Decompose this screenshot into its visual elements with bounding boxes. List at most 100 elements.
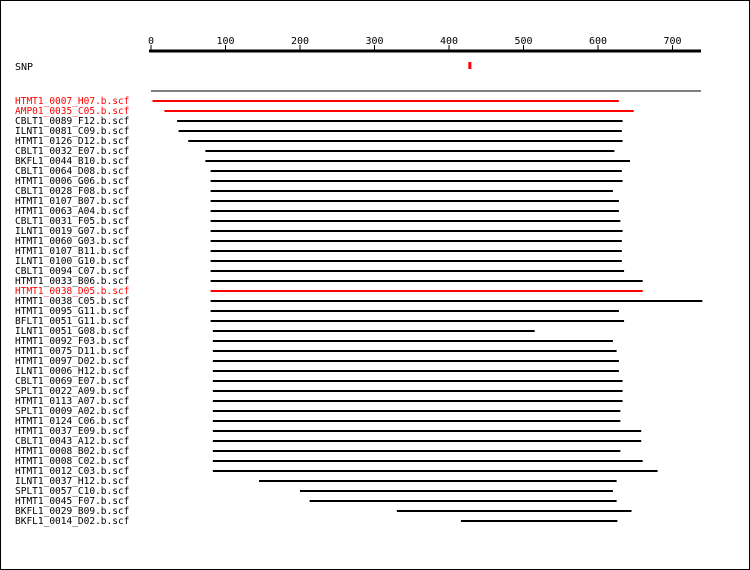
read-row: HTMT1_0008_C02.b.scf <box>15 456 643 467</box>
read-row: CBLT1_0032_E07.b.scf <box>15 146 615 157</box>
read-name[interactable]: SPLT1_0022_A09.b.scf <box>15 386 129 397</box>
read-name[interactable]: HTMT1_0006_G06.b.scf <box>15 176 129 187</box>
read-row: HTMT1_0008_B02.b.scf <box>15 446 621 457</box>
read-name[interactable]: CBLT1_0089_F12.b.scf <box>15 116 129 127</box>
read-row: HTMT1_0107_B07.b.scf <box>15 196 619 207</box>
read-row: SPLT1_0009_A02.b.scf <box>15 406 621 417</box>
read-name[interactable]: SPLT1_0009_A02.b.scf <box>15 406 129 417</box>
read-row: ILNT1_0037_H12.b.scf <box>15 476 617 487</box>
read-row: HTMT1_0124_C06.b.scf <box>15 416 621 427</box>
read-row: HTMT1_0097_D02.b.scf <box>15 356 619 367</box>
read-row: CBLT1_0094_C07.b.scf <box>15 266 625 277</box>
snp-marker <box>468 62 472 69</box>
read-name[interactable]: HTMT1_0107_B07.b.scf <box>15 196 129 207</box>
read-name[interactable]: HTMT1_0075_D11.b.scf <box>15 346 129 357</box>
read-name[interactable]: ILNT1_0100_G10.b.scf <box>15 256 129 267</box>
read-name[interactable]: HTMT1_0033_B06.b.scf <box>15 276 129 287</box>
read-name[interactable]: HTMT1_0095_G11.b.scf <box>15 306 129 317</box>
read-name[interactable]: HTMT1_0097_D02.b.scf <box>15 356 129 367</box>
read-row: HTMT1_0012_C03.b.scf <box>15 466 658 477</box>
read-name[interactable]: CBLT1_0094_C07.b.scf <box>15 266 129 277</box>
read-row: ILNT1_0006_H12.b.scf <box>15 366 619 377</box>
read-row: ILNT1_0100_G10.b.scf <box>15 256 622 267</box>
read-name[interactable]: HTMT1_0126_D12.b.scf <box>15 136 129 147</box>
read-name[interactable]: HTMT1_0008_B02.b.scf <box>15 446 129 457</box>
read-name[interactable]: AMP01_0035_C05.b.scf <box>15 106 129 117</box>
read-name[interactable]: HTMT1_0038_C05.b.scf <box>15 296 129 307</box>
axis-tick-label: 300 <box>365 36 383 47</box>
read-name[interactable]: HTMT1_0113_A07.b.scf <box>15 396 129 407</box>
read-row: BKFL1_0014_D02.b.scf <box>15 516 618 527</box>
read-name[interactable]: BKFL1_0044_B10.b.scf <box>15 156 129 167</box>
read-row: HTMT1_0075_D11.b.scf <box>15 346 617 357</box>
read-name[interactable]: ILNT1_0037_H12.b.scf <box>15 476 129 487</box>
read-name[interactable]: HTMT1_0124_C06.b.scf <box>15 416 129 427</box>
read-row: CBLT1_0043_A12.b.scf <box>15 436 642 447</box>
read-name[interactable]: BKFL1_0029_B09.b.scf <box>15 506 129 517</box>
read-name[interactable]: CBLT1_0069_E07.b.scf <box>15 376 129 387</box>
read-row: HTMT1_0007_H07.b.scf <box>15 96 619 107</box>
axis-ticks: 0 100 200 300 400 500 600 700 <box>148 36 682 51</box>
read-name[interactable]: CBLT1_0032_E07.b.scf <box>15 146 129 157</box>
read-name[interactable]: CBLT1_0043_A12.b.scf <box>15 436 129 447</box>
read-name[interactable]: BFLT1_0051_G11.b.scf <box>15 316 129 327</box>
read-row: HTMT1_0045_F07.b.scf <box>15 496 617 507</box>
read-row: BFLT1_0051_G11.b.scf <box>15 316 625 327</box>
axis-tick-label: 0 <box>148 36 154 47</box>
read-row: HTMT1_0113_A07.b.scf <box>15 396 623 407</box>
read-name[interactable]: ILNT1_0081_C09.b.scf <box>15 126 129 137</box>
read-row: HTMT1_0107_B11.b.scf <box>15 246 622 257</box>
read-row: BKFL1_0029_B09.b.scf <box>15 506 632 517</box>
axis-tick-label: 100 <box>216 36 234 47</box>
read-row: SPLT1_0022_A09.b.scf <box>15 386 623 397</box>
read-row: HTMT1_0126_D12.b.scf <box>15 136 623 147</box>
read-name[interactable]: HTMT1_0060_G03.b.scf <box>15 236 129 247</box>
read-name[interactable]: HTMT1_0107_B11.b.scf <box>15 246 129 257</box>
read-name[interactable]: HTMT1_0045_F07.b.scf <box>15 496 129 507</box>
axis-tick-label: 400 <box>440 36 458 47</box>
read-row: HTMT1_0092_F03.b.scf <box>15 336 613 347</box>
read-row: ILNT1_0081_C09.b.scf <box>15 126 622 137</box>
read-row: CBLT1_0089_F12.b.scf <box>15 116 623 127</box>
read-row: HTMT1_0095_G11.b.scf <box>15 306 619 317</box>
read-row: BKFL1_0044_B10.b.scf <box>15 156 631 167</box>
axis-tick-label: 200 <box>291 36 309 47</box>
read-row: HTMT1_0033_B06.b.scf <box>15 276 643 287</box>
read-name[interactable]: HTMT1_0012_C03.b.scf <box>15 466 129 477</box>
read-row: CBLT1_0031_F05.b.scf <box>15 216 621 227</box>
read-name[interactable]: HTMT1_0008_C02.b.scf <box>15 456 129 467</box>
axis-tick-label: 700 <box>663 36 681 47</box>
read-name[interactable]: HTMT1_0038_D05.b.scf <box>15 286 129 297</box>
read-row: HTMT1_0038_C05.b.scf <box>15 296 703 307</box>
read-list: HTMT1_0007_H07.b.scfAMP01_0035_C05.b.scf… <box>15 96 703 527</box>
read-row: HTMT1_0060_G03.b.scf <box>15 236 622 247</box>
read-row: CBLT1_0028_F08.b.scf <box>15 186 613 197</box>
read-row: HTMT1_0006_G06.b.scf <box>15 176 623 187</box>
axis-tick-label: 600 <box>589 36 607 47</box>
read-row: AMP01_0035_C05.b.scf <box>15 106 634 117</box>
read-row: HTMT1_0038_D05.b.scf <box>15 286 643 297</box>
read-name[interactable]: ILNT1_0006_H12.b.scf <box>15 366 129 377</box>
read-name[interactable]: CBLT1_0028_F08.b.scf <box>15 186 129 197</box>
read-row: HTMT1_0037_E09.b.scf <box>15 426 642 437</box>
read-name[interactable]: HTMT1_0037_E09.b.scf <box>15 426 129 437</box>
read-row: CBLT1_0069_E07.b.scf <box>15 376 623 387</box>
read-name[interactable]: ILNT1_0051_G08.b.scf <box>15 326 129 337</box>
read-row: SPLT1_0057_C10.b.scf <box>15 486 613 497</box>
read-row: CBLT1_0064_D08.b.scf <box>15 166 622 177</box>
read-name[interactable]: CBLT1_0031_F05.b.scf <box>15 216 129 227</box>
read-name[interactable]: ILNT1_0019_G07.b.scf <box>15 226 129 237</box>
read-name[interactable]: BKFL1_0014_D02.b.scf <box>15 516 129 527</box>
read-name[interactable]: HTMT1_0063_A04.b.scf <box>15 206 129 217</box>
read-row: ILNT1_0051_G08.b.scf <box>15 326 535 337</box>
read-name[interactable]: HTMT1_0092_F03.b.scf <box>15 336 129 347</box>
read-name[interactable]: SPLT1_0057_C10.b.scf <box>15 486 129 497</box>
read-name[interactable]: HTMT1_0007_H07.b.scf <box>15 96 129 107</box>
read-row: HTMT1_0063_A04.b.scf <box>15 206 619 217</box>
read-row: ILNT1_0019_G07.b.scf <box>15 226 623 237</box>
read-name[interactable]: CBLT1_0064_D08.b.scf <box>15 166 129 177</box>
snp-label: SNP <box>15 62 33 73</box>
axis-tick-label: 500 <box>514 36 532 47</box>
